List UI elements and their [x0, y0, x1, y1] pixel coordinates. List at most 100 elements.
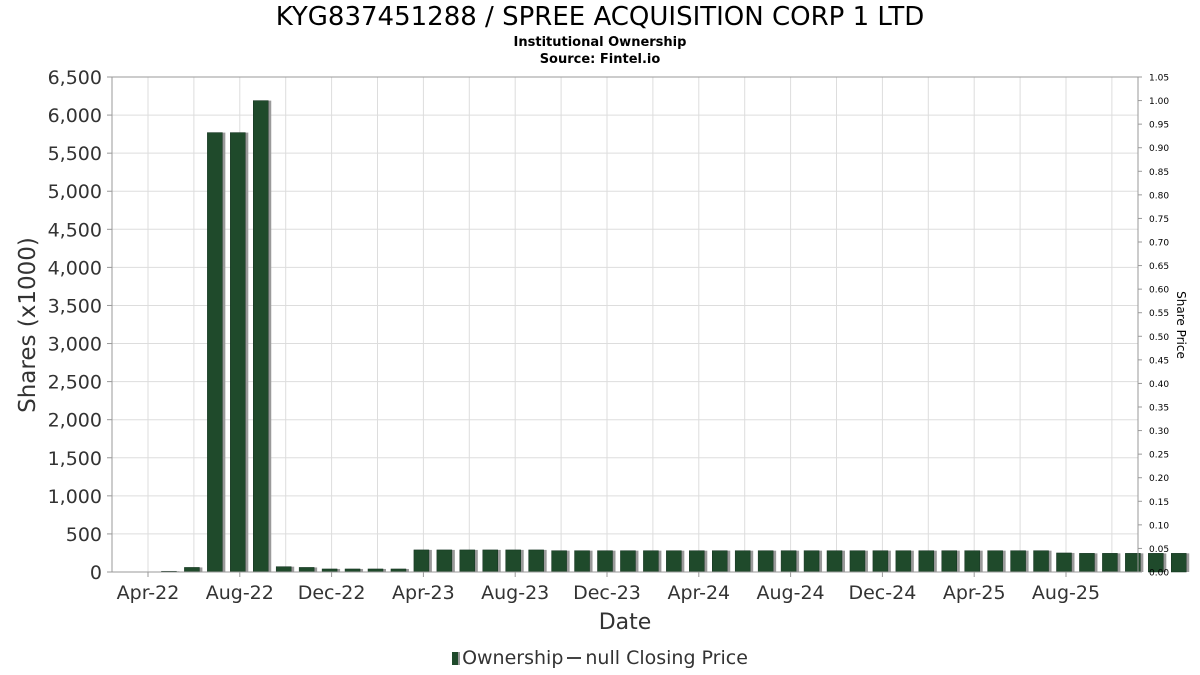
ownership-bar: [666, 550, 682, 573]
ownership-bar: [482, 549, 498, 573]
legend: Ownership null Closing Price: [0, 647, 1200, 669]
ownership-bar: [436, 549, 453, 573]
x-tick-label: Dec-22: [298, 582, 366, 604]
ownership-bar: [872, 550, 889, 573]
ownership-bar: [849, 550, 866, 573]
y2-tick-label: 0.15: [1149, 498, 1169, 508]
ownership-bar: [574, 550, 590, 573]
ownership-bar: [1010, 550, 1026, 573]
y2-tick-label: 0.30: [1149, 427, 1169, 437]
ownership-bar: [643, 550, 659, 573]
y-tick-label: 5,000: [48, 181, 102, 203]
ownership-bar: [1148, 553, 1164, 573]
ownership-bar: [551, 550, 567, 573]
ownership-bar: [803, 550, 820, 573]
y2-tick-label: 1.05: [1149, 74, 1169, 84]
y2-tick-label: 0.60: [1149, 286, 1169, 296]
ownership-bar: [184, 567, 200, 573]
ownership-bar: [505, 549, 521, 573]
plot-frame: [111, 76, 1139, 573]
x-tick-label: Aug-23: [481, 582, 549, 604]
ownership-bar: [780, 550, 797, 573]
x-tick-label: Aug-22: [206, 582, 274, 604]
ownership-bar: [734, 550, 751, 573]
ownership-bar: [298, 567, 315, 573]
y2-tick-label: 0.35: [1149, 404, 1169, 414]
ownership-bar: [689, 550, 705, 573]
y-tick-label: 4,000: [48, 257, 102, 279]
y-tick-label: 2,500: [48, 372, 102, 394]
ownership-bar: [413, 549, 430, 573]
y2-tick-label: 0.45: [1149, 356, 1169, 366]
chart-title: KYG837451288 / SPREE ACQUISITION CORP 1 …: [275, 2, 925, 32]
y-tick-label: 2,000: [48, 410, 102, 432]
ownership-bar: [1171, 553, 1187, 573]
ownership-bar: [895, 550, 912, 573]
y2-tick-label: 0.40: [1149, 380, 1169, 390]
y2-tick-label: 0.00: [1149, 569, 1169, 579]
y-tick-label: 5,500: [48, 143, 102, 165]
chart-source: Source: Fintel.io: [539, 52, 661, 67]
x-tick-label: Apr-22: [117, 582, 180, 604]
x-tick-label: Dec-24: [848, 582, 916, 604]
ownership-legend-swatch: [452, 652, 461, 665]
ownership-bar: [597, 550, 613, 573]
ownership-bar: [964, 550, 980, 573]
x-axis-ticks: Apr-22 Aug-22 Dec-22 Apr-23 Aug-23 Dec-23 Apr-…: [117, 572, 1100, 604]
y2-tick-label: 0.75: [1149, 215, 1169, 225]
y-tick-label: 4,500: [48, 219, 102, 241]
ownership-bar: [528, 549, 544, 573]
y2-tick-label: 0.25: [1149, 451, 1169, 461]
x-tick-label: Aug-25: [1032, 582, 1100, 604]
y-tick-label: 1,500: [48, 448, 102, 470]
x-tick-label: Apr-24: [667, 582, 730, 604]
ownership-bar: [207, 132, 223, 573]
y2-tick-label: 1.00: [1149, 97, 1169, 107]
ownership-bar: [459, 549, 476, 573]
y-tick-label: 6,000: [48, 105, 102, 127]
x-tick-label: Aug-24: [757, 582, 825, 604]
ownership-bar: [918, 550, 935, 573]
ownership-bar: [1033, 550, 1049, 573]
ownership-bar: [987, 550, 1003, 573]
y2-tick-label: 0.20: [1149, 474, 1169, 484]
y-axis-ticks: 0 500 1,000 1,500 2,000 2,500 3,000 3,500 4,000 4…: [48, 67, 112, 584]
y2-tick-label: 0.65: [1149, 262, 1169, 272]
y-tick-label: 0: [90, 562, 102, 584]
ownership-bar: [941, 550, 957, 573]
x-tick-label: Apr-25: [943, 582, 1006, 604]
ownership-bar: [1056, 552, 1072, 573]
ownership-bar: [230, 132, 246, 573]
y-tick-label: 6,500: [48, 67, 102, 89]
y-axis-label: Shares (x1000): [15, 237, 41, 413]
y2-tick-label: 0.50: [1149, 333, 1169, 343]
ownership-bar: [253, 100, 269, 573]
ownership-bar: [1102, 553, 1118, 573]
y2-tick-label: 0.85: [1149, 168, 1169, 178]
y-tick-label: 3,500: [48, 295, 102, 317]
y2-tick-label: 0.10: [1149, 521, 1169, 531]
y2-tick-label: 0.80: [1149, 191, 1169, 201]
ownership-bar: [1079, 553, 1095, 573]
y-tick-label: 500: [66, 524, 102, 546]
y2-axis-label: Share Price: [1174, 291, 1188, 359]
x-axis-label: Date: [599, 610, 652, 635]
bars: [161, 100, 1190, 573]
ownership-bar: [275, 566, 292, 573]
y-tick-label: 3,000: [48, 334, 102, 356]
ownership-bar: [712, 550, 728, 573]
x-tick-label: Dec-23: [573, 582, 641, 604]
y2-axis-ticks: 0.00 0.05 0.10 0.15 0.20 0.25 0.30 0.35 0.40 0.45…: [1138, 74, 1169, 579]
y2-tick-label: 0.05: [1149, 545, 1169, 555]
y2-tick-label: 0.70: [1149, 239, 1169, 249]
legend-price-label: null Closing Price: [585, 647, 748, 669]
y2-tick-label: 0.90: [1149, 144, 1169, 154]
ownership-bar: [757, 550, 774, 573]
y2-tick-label: 0.55: [1149, 309, 1169, 319]
price-legend-swatch: [567, 657, 582, 659]
legend-ownership-label: Ownership: [462, 647, 564, 669]
ownership-bar: [826, 550, 843, 573]
x-tick-label: Apr-23: [392, 582, 455, 604]
chart-subtitle: Institutional Ownership: [513, 35, 687, 50]
